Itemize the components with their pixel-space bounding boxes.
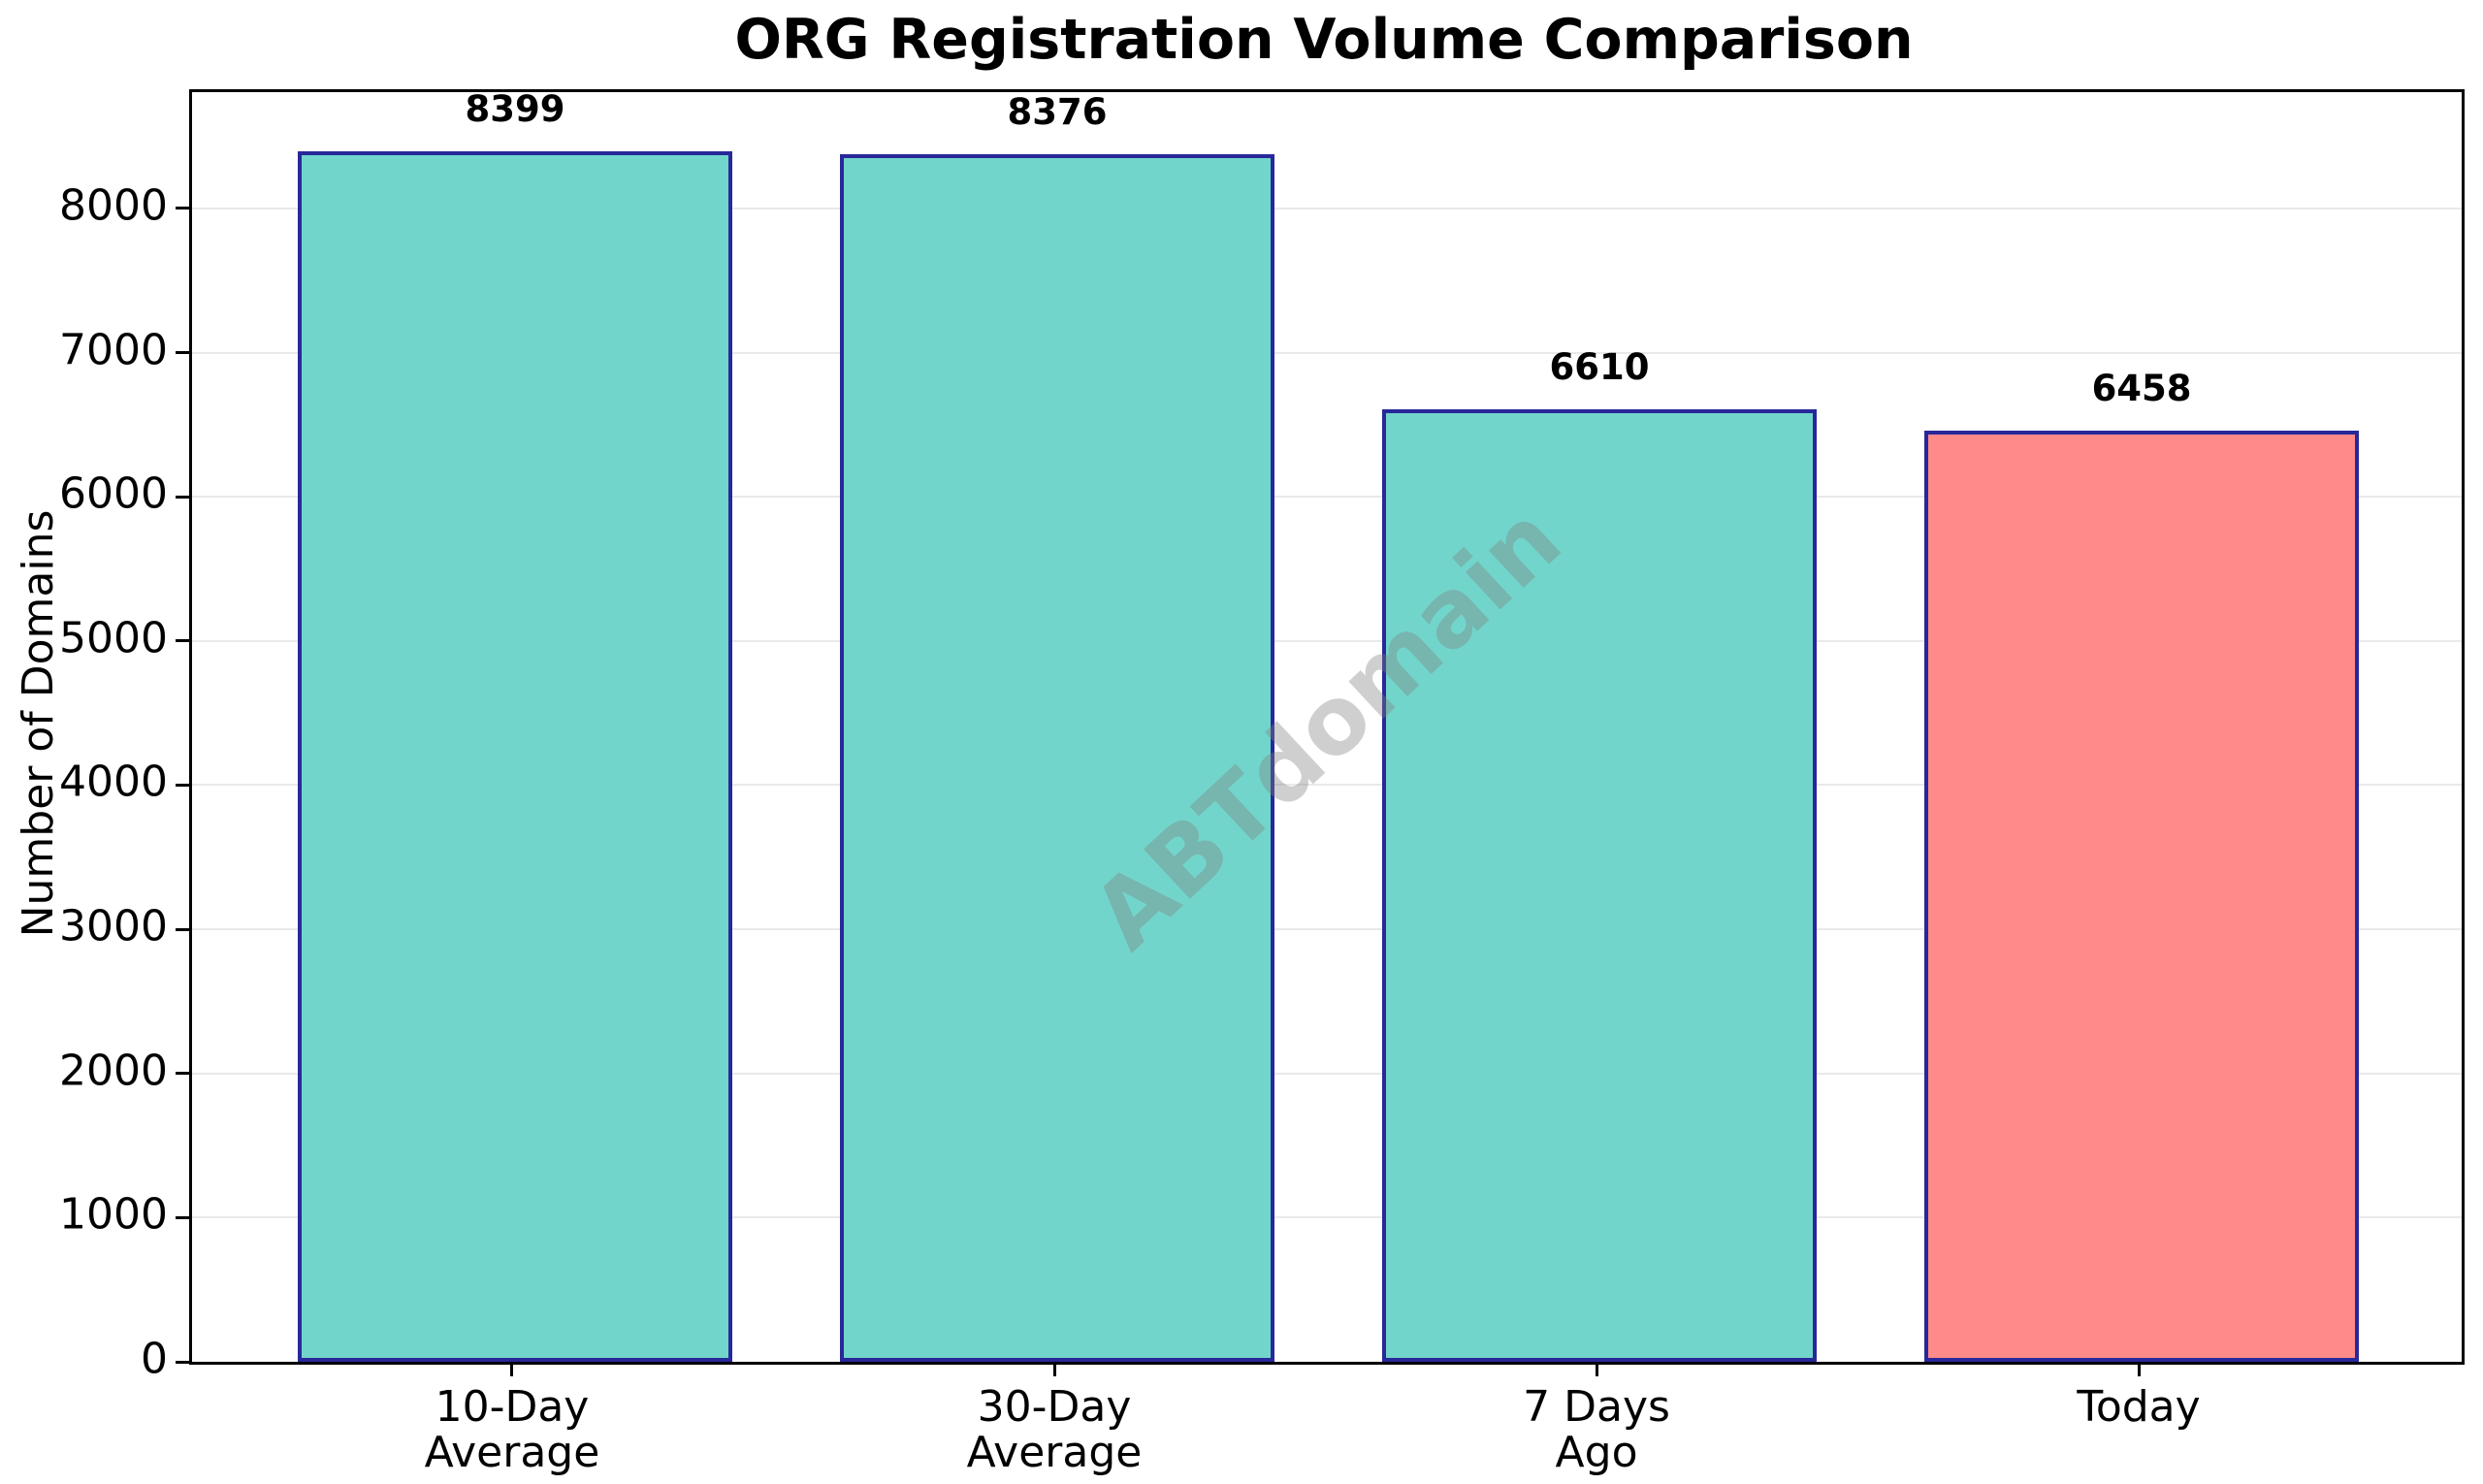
bar-slot-2: 6610 — [1381, 92, 1818, 1362]
y-tick-label-8000: 8000 — [59, 180, 168, 231]
gridline-2000 — [192, 1072, 2462, 1075]
gridline-5000 — [192, 639, 2462, 642]
gridline-6000 — [192, 496, 2462, 499]
chart-title: ORG Registration Volume Comparison — [734, 8, 1914, 72]
y-tick-labels: 0 1000 2000 3000 4000 5000 6000 7000 8000 — [0, 89, 189, 1383]
bar-2 — [1381, 408, 1818, 1362]
gridline-4000 — [192, 784, 2462, 787]
y-tick-mark-4000 — [176, 783, 189, 787]
x-tick-label-3: Today — [2077, 1382, 2201, 1432]
y-tick-mark-0 — [176, 1360, 189, 1364]
y-tick-label-7000: 7000 — [59, 325, 168, 375]
x-tick-label-1: 30-Day Average — [966, 1382, 1143, 1477]
bar-1 — [839, 154, 1275, 1362]
gridline-3000 — [192, 928, 2462, 931]
bar-0 — [297, 150, 733, 1362]
bar-value-label-0: 8399 — [465, 87, 565, 130]
gridline-7000 — [192, 351, 2462, 354]
x-tick-mark-0 — [510, 1362, 514, 1376]
bar-value-label-3: 6458 — [2091, 368, 2192, 410]
y-tick-mark-1000 — [176, 1215, 189, 1219]
y-tick-mark-6000 — [176, 495, 189, 499]
x-tick-mark-2 — [1595, 1362, 1598, 1376]
bar-value-label-2: 6610 — [1549, 345, 1650, 388]
y-tick-mark-2000 — [176, 1072, 189, 1076]
bar-slot-1: 8376 — [839, 91, 1275, 1362]
y-tick-label-5000: 5000 — [59, 613, 168, 663]
y-tick-mark-5000 — [176, 639, 189, 643]
y-tick-mark-7000 — [176, 351, 189, 355]
y-tick-label-1000: 1000 — [59, 1189, 168, 1240]
bar-value-label-1: 8376 — [1007, 91, 1108, 134]
y-tick-label-4000: 4000 — [59, 757, 168, 807]
y-tick-label-6000: 6000 — [59, 468, 168, 519]
y-tick-mark-8000 — [176, 207, 189, 210]
gridline-1000 — [192, 1216, 2462, 1219]
bar-3 — [1924, 431, 2360, 1362]
x-tick-mark-3 — [2137, 1362, 2141, 1376]
gridline-8000 — [192, 207, 2462, 210]
bar-slot-0: 8399 — [297, 88, 733, 1362]
y-tick-mark-3000 — [176, 927, 189, 931]
y-tick-label-3000: 3000 — [59, 901, 168, 952]
plot-area: ABTdomain 8399 8376 6610 6458 — [176, 88, 2465, 1365]
y-tick-label-0: 0 — [141, 1334, 168, 1384]
y-tick-label-2000: 2000 — [59, 1046, 168, 1096]
x-tick-label-0: 10-Day Average — [424, 1382, 600, 1477]
x-tick-label-2: 7 Days Ago — [1523, 1382, 1670, 1477]
x-tick-mark-1 — [1052, 1362, 1056, 1376]
bar-slot-3: 6458 — [1924, 92, 2360, 1362]
x-tick-labels: 10-Day Average 30-Day Average 7 Days Ago To… — [189, 1362, 2459, 1484]
